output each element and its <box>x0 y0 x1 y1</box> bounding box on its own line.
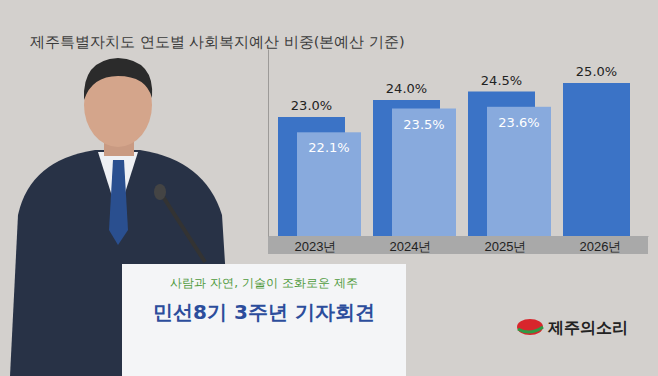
category-strip <box>268 236 648 254</box>
title: 제주특별자치도 연도별 사회복지예산 비중(본예산 기준) <box>30 34 405 50</box>
logo-mark <box>518 327 543 332</box>
bar <box>563 83 630 236</box>
podium-sign <box>122 264 406 376</box>
bar <box>487 107 551 236</box>
hair <box>84 58 152 100</box>
tie <box>109 160 128 245</box>
data-label: 25.0% <box>576 64 617 79</box>
slogan: 사람과 자연, 기술이 조화로운 제주 <box>170 276 357 290</box>
logo-mark <box>517 319 543 335</box>
bars <box>278 83 630 236</box>
y-axis-line <box>268 50 269 237</box>
data-label: 24.5% <box>481 73 522 88</box>
data-labels: 23.0% 24.0% 24.5% 25.0% 22.1% 23.5% 23.6% <box>291 64 617 155</box>
data-label: 23.5% <box>403 117 444 132</box>
chart: 제주특별자치도 연도별 사회복지예산 비중(본예산 기준) 사람과 자연, 기술이… <box>0 0 658 376</box>
x-tick: 2025년 <box>485 236 527 254</box>
microphone-head <box>154 184 166 200</box>
x-tick-label: 2026년 <box>580 239 622 254</box>
data-label: 23.6% <box>498 115 539 130</box>
x-tick-label: 2025년 <box>485 239 527 254</box>
x-axis: 2023년 2024년 2025년 2026년 <box>269 236 649 254</box>
x-tick-label: 2024년 <box>390 239 432 254</box>
data-label: 24.0% <box>386 81 427 96</box>
x-axis-line <box>269 236 649 237</box>
x-tick: 2026년 <box>580 236 622 254</box>
data-label: 23.0% <box>291 98 332 113</box>
podium-title: 민선8기 3주년 기자회견 <box>153 300 375 324</box>
x-tick: 2024년 <box>390 236 432 254</box>
y-axis <box>268 50 269 237</box>
x-tick-label: 2023년 <box>295 239 337 254</box>
x-tick: 2023년 <box>295 236 337 254</box>
logo-text: 제주의소리 <box>547 318 628 337</box>
bar <box>297 132 361 236</box>
microphone <box>160 192 205 262</box>
data-label: 22.1% <box>308 140 349 155</box>
background <box>0 0 658 376</box>
bar <box>392 109 456 237</box>
